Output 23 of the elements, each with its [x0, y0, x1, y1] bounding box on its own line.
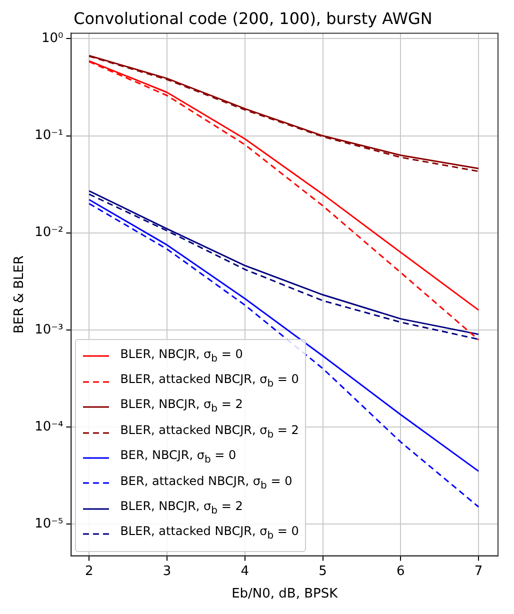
x-axis-title: Eb/N0, dB, BPSK: [232, 586, 338, 602]
y-tick-label: 10⁻⁵: [34, 516, 64, 532]
y-tick-label: 10⁻²: [34, 225, 64, 240]
legend-label: BLER, attacked NBCJR, σ$_{b}$ = 2: [120, 422, 299, 442]
legend-label: BER, NBCJR, σ$_{b}$ = 0: [120, 447, 236, 468]
y-tick-label: 10⁻³: [34, 322, 64, 338]
legend-label: BLER, NBCJR, σ$_{b}$ = 0: [120, 346, 243, 366]
chart-title: Convolutional code (200, 100), bursty AWGN: [74, 8, 432, 28]
legend-label: BER, attacked NBCJR, σ$_{b}$ = 0: [120, 472, 292, 494]
y-tick-label: 10⁻⁴: [34, 419, 64, 434]
legend-label: BLER, NBCJR, σ$_{b}$ = 2: [120, 498, 243, 518]
x-tick-label: 4: [240, 564, 250, 579]
x-tick-label: 5: [318, 564, 327, 579]
x-tick-label: 6: [396, 564, 405, 579]
legend-label: BLER, attacked NBCJR, σ$_{b}$ = 0: [120, 523, 299, 544]
x-tick-label: 7: [474, 564, 483, 579]
y-tick-label: 10⁰: [41, 31, 64, 46]
x-tick-label: 2: [84, 564, 94, 579]
legend-label: BLER, NBCJR, σ$_{b}$ = 2: [120, 396, 243, 417]
legend-label: BLER, attacked NBCJR, σ$_{b}$ = 0: [120, 371, 299, 392]
y-tick-label: 10⁻¹: [34, 128, 64, 144]
x-tick-label: 3: [162, 564, 172, 579]
y-axis-title: BER & BLER: [12, 256, 28, 334]
